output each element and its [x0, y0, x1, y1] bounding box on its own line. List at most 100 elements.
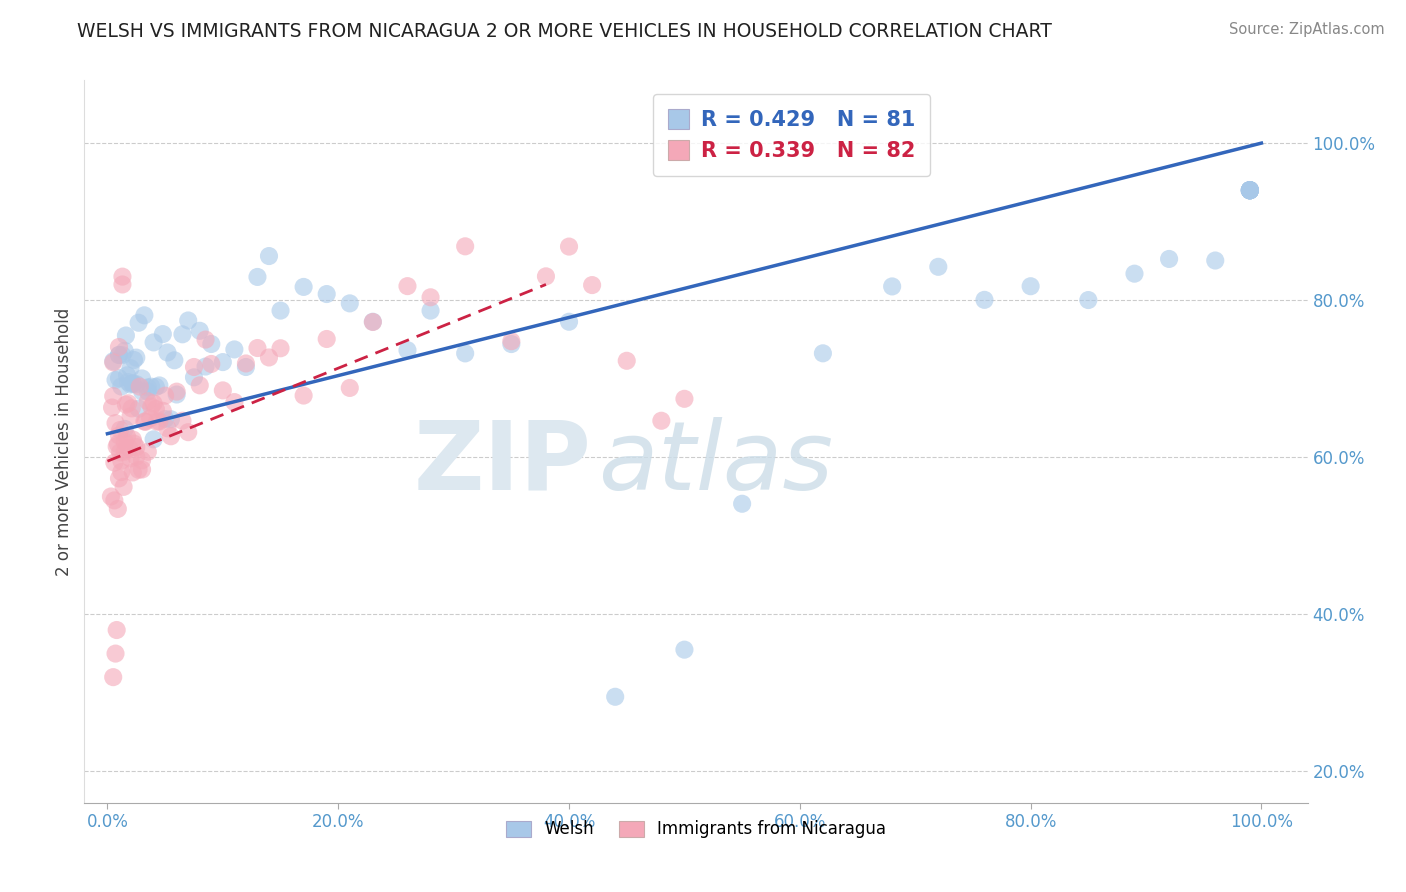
Point: [136, 444, 159, 458]
Point: [121, 466, 143, 480]
Point: [117, 375, 139, 389]
Point: [257, 351, 280, 365]
Point: [235, 359, 257, 374]
Point: [128, 463, 150, 477]
Point: [136, 384, 159, 399]
Point: [114, 434, 136, 449]
Point: [235, 356, 257, 370]
Point: [103, 456, 125, 470]
Point: [1019, 279, 1042, 293]
Point: [339, 296, 361, 310]
Point: [121, 433, 143, 447]
Point: [166, 384, 188, 399]
Point: [172, 327, 194, 342]
Point: [396, 279, 419, 293]
Point: [1239, 183, 1261, 197]
Text: ZIP: ZIP: [415, 417, 592, 509]
Point: [135, 415, 157, 429]
Point: [650, 414, 672, 428]
Point: [177, 313, 200, 327]
Point: [108, 428, 131, 442]
Point: [100, 490, 122, 504]
Point: [114, 444, 136, 458]
Point: [1123, 267, 1146, 281]
Point: [136, 394, 159, 409]
Point: [616, 353, 638, 368]
Point: [183, 370, 205, 384]
Point: [120, 377, 142, 392]
Point: [183, 359, 205, 374]
Point: [257, 249, 280, 263]
Point: [973, 293, 995, 307]
Point: [104, 373, 127, 387]
Point: [121, 401, 143, 416]
Text: Source: ZipAtlas.com: Source: ZipAtlas.com: [1229, 22, 1385, 37]
Point: [120, 451, 142, 466]
Point: [125, 450, 148, 464]
Point: [103, 355, 125, 369]
Point: [152, 327, 174, 342]
Point: [361, 315, 384, 329]
Point: [315, 287, 337, 301]
Point: [108, 348, 131, 362]
Point: [134, 415, 156, 429]
Point: [125, 440, 148, 454]
Point: [104, 416, 127, 430]
Point: [108, 340, 131, 354]
Point: [1239, 183, 1261, 197]
Point: [1159, 252, 1181, 266]
Point: [131, 462, 153, 476]
Y-axis label: 2 or more Vehicles in Household: 2 or more Vehicles in Household: [55, 308, 73, 575]
Point: [145, 380, 167, 394]
Point: [146, 415, 169, 429]
Point: [315, 332, 337, 346]
Point: [134, 308, 156, 322]
Point: [110, 465, 132, 479]
Point: [120, 361, 142, 376]
Point: [103, 670, 125, 684]
Point: [673, 392, 696, 406]
Point: [270, 341, 292, 355]
Point: [108, 445, 131, 459]
Point: [131, 384, 153, 399]
Point: [211, 355, 233, 369]
Point: [142, 396, 165, 410]
Point: [141, 400, 163, 414]
Point: [194, 359, 217, 374]
Point: [177, 425, 200, 440]
Point: [224, 343, 246, 357]
Legend: Welsh, Immigrants from Nicaragua: Welsh, Immigrants from Nicaragua: [499, 814, 893, 845]
Point: [605, 690, 627, 704]
Point: [1239, 183, 1261, 197]
Point: [1239, 183, 1261, 197]
Point: [172, 414, 194, 428]
Point: [673, 642, 696, 657]
Point: [103, 354, 125, 368]
Point: [188, 324, 211, 338]
Point: [534, 269, 557, 284]
Point: [101, 401, 124, 415]
Point: [1239, 183, 1261, 197]
Point: [141, 379, 163, 393]
Point: [166, 387, 188, 401]
Point: [211, 384, 233, 398]
Point: [200, 337, 222, 351]
Point: [160, 429, 183, 443]
Point: [111, 277, 134, 292]
Point: [1239, 183, 1261, 197]
Text: atlas: atlas: [598, 417, 834, 509]
Point: [396, 343, 419, 358]
Point: [121, 376, 143, 391]
Point: [224, 395, 246, 409]
Point: [142, 335, 165, 350]
Point: [270, 303, 292, 318]
Point: [501, 334, 523, 349]
Point: [153, 412, 176, 426]
Point: [145, 402, 167, 417]
Point: [103, 389, 125, 403]
Point: [148, 415, 170, 429]
Point: [148, 378, 170, 392]
Point: [1239, 183, 1261, 197]
Point: [108, 423, 131, 437]
Point: [104, 647, 127, 661]
